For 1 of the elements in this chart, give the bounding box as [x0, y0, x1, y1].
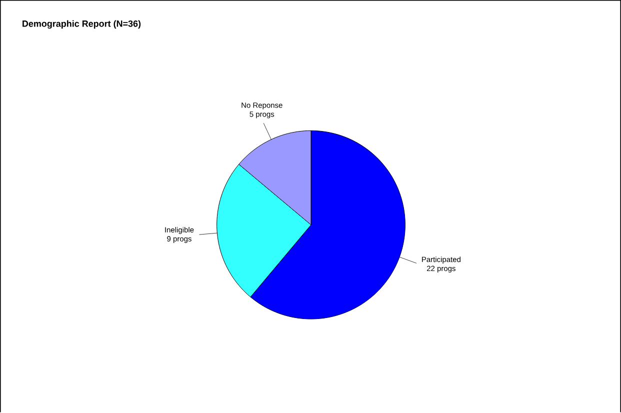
text: Demographic Report (N=36) [22, 20, 141, 29]
